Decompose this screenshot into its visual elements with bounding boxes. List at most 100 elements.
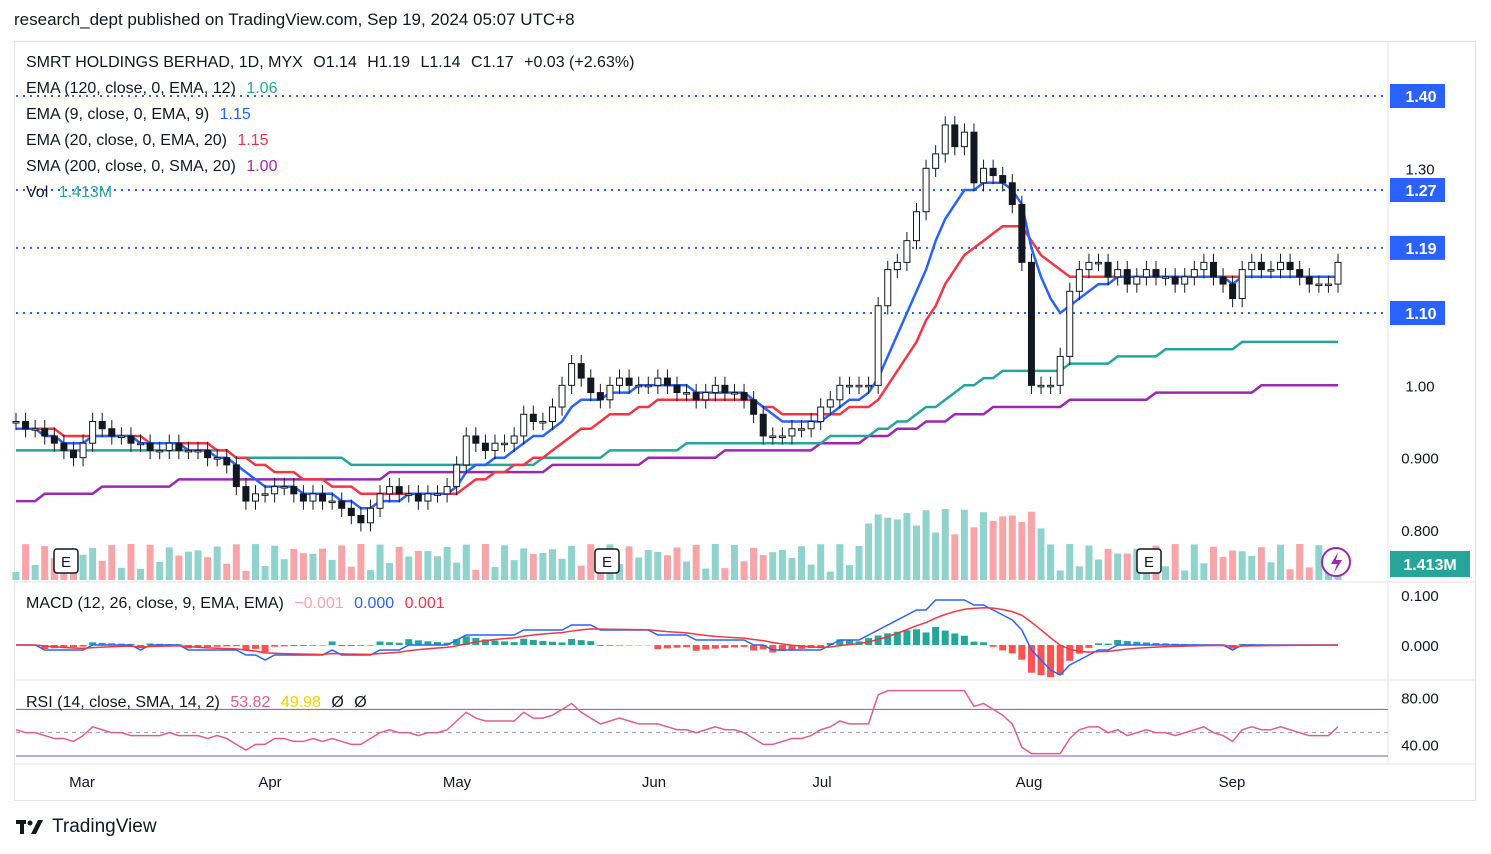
candle-body	[577, 363, 585, 379]
macd-hist-bar	[395, 642, 403, 645]
macd-layer: 0.100 0.000	[16, 588, 1439, 678]
volume-bar	[663, 555, 671, 580]
earnings-marker-box	[53, 548, 79, 574]
volume-bar	[510, 560, 518, 580]
volume-bar	[1315, 545, 1323, 580]
earnings-marker-box	[594, 548, 620, 574]
legend-rsi[interactable]: RSI (14, close, SMA, 14, 2) 53.82 49.98 …	[26, 694, 373, 712]
legend-ema120[interactable]: EMA (120, close, 0, EMA, 12) 1.06	[26, 80, 283, 98]
macd-hist-bar	[1142, 642, 1150, 645]
candle-body	[1056, 355, 1064, 386]
macd-hist-bar	[462, 636, 470, 645]
macd-hist-bar	[596, 645, 604, 646]
volume-bar	[989, 520, 997, 580]
candle-body	[156, 449, 164, 453]
macd-hist-bar	[414, 640, 422, 645]
candle-body	[309, 493, 317, 502]
volume-bar	[137, 568, 145, 580]
volume-bar	[1104, 548, 1112, 580]
volume-bar	[242, 570, 250, 580]
legend-volume[interactable]: Vol 1.413M	[26, 184, 118, 202]
candle-body	[22, 421, 30, 430]
macd-hist-bar	[1085, 645, 1093, 648]
candle-body	[261, 493, 269, 496]
macd-hist-bar	[357, 645, 365, 646]
candle-body	[788, 428, 796, 437]
candle-body	[137, 442, 145, 446]
candle-body	[548, 406, 556, 422]
volume-bar	[730, 544, 738, 580]
ema20-line	[16, 224, 1338, 496]
macd-hist-bar	[730, 645, 738, 648]
macd-hist-bar	[453, 639, 461, 645]
level-label: 1.10	[1405, 306, 1436, 323]
macd-hist-bar	[663, 645, 671, 649]
candle-body	[692, 392, 700, 401]
volume-bar	[769, 552, 777, 580]
sma200-line	[16, 384, 1338, 503]
volume-layer: 1.413M	[12, 509, 1470, 580]
volume-bar	[232, 544, 240, 580]
candle-body	[663, 377, 671, 386]
tradingview-footer[interactable]: TradingView	[16, 816, 157, 838]
volume-bar	[865, 523, 873, 580]
macd-tick-label: 0.000	[1401, 638, 1439, 655]
macd-hist-bar	[884, 633, 892, 645]
candle-body	[941, 124, 949, 155]
volume-bar	[1075, 566, 1083, 580]
candle-body	[127, 435, 135, 444]
x-tick-label: Sep	[1219, 774, 1246, 791]
macd-hist-bar	[319, 645, 327, 646]
macd-hist-bar	[69, 645, 77, 648]
volume-bar	[836, 544, 844, 580]
candle-body	[769, 435, 777, 438]
macd-hist-bar	[242, 645, 250, 650]
volume-bar	[1286, 569, 1294, 580]
macd-hist-bar	[683, 645, 691, 648]
rsi-line	[15, 689, 1339, 755]
rsi-tick-label: 40.00	[1401, 737, 1439, 754]
ohlc-change: +0.03 (+2.63%)	[524, 54, 635, 71]
volume-bar	[807, 564, 815, 580]
legend-ema9[interactable]: EMA (9, close, 0, EMA, 9) 1.15	[26, 106, 257, 124]
volume-bar	[1162, 566, 1170, 580]
candle-body	[1257, 261, 1265, 271]
candle-body	[242, 486, 250, 502]
macd-hist-bar	[376, 641, 384, 645]
volume-bar	[884, 517, 892, 580]
rsi-label: RSI (14, close, SMA, 14, 2)	[26, 694, 220, 711]
volume-bar	[596, 571, 604, 580]
candle-body	[1286, 261, 1294, 271]
candle-body	[405, 493, 413, 496]
macd-hist-bar	[1008, 645, 1016, 654]
candle-body	[1075, 269, 1083, 292]
publish-line: research_dept published on TradingView.c…	[14, 10, 575, 29]
grid-layer	[14, 42, 1476, 765]
candle-body	[711, 384, 719, 394]
volume-bar	[903, 513, 911, 580]
macd-hist-bar	[251, 645, 259, 649]
volume-bar	[280, 559, 288, 580]
volume-bar	[740, 561, 748, 580]
legend-ema20[interactable]: EMA (20, close, 0, EMA, 20) 1.15	[26, 132, 275, 150]
volume-bar	[1037, 528, 1045, 580]
candle-body	[1085, 261, 1093, 271]
macd-value: 0.000	[354, 595, 395, 612]
candle-body	[328, 500, 336, 504]
volume-bar	[108, 545, 116, 580]
volume-bar	[625, 546, 633, 580]
candle-body	[223, 457, 231, 466]
legend-sma200[interactable]: SMA (200, close, 0, SMA, 20) 1.00	[26, 158, 283, 176]
candle-body	[386, 486, 394, 495]
volume-bar	[1219, 556, 1227, 580]
candle-body	[414, 493, 422, 502]
macd-hist-bar	[922, 632, 930, 645]
volume-bar	[1008, 515, 1016, 580]
candle-body	[108, 428, 116, 437]
macd-hist-bar	[290, 645, 298, 647]
legend-macd[interactable]: MACD (12, 26, close, 9, EMA, EMA) −0.001…	[26, 595, 451, 613]
candle-body	[845, 384, 853, 388]
candle-body	[817, 406, 825, 422]
candle-body	[50, 435, 58, 444]
